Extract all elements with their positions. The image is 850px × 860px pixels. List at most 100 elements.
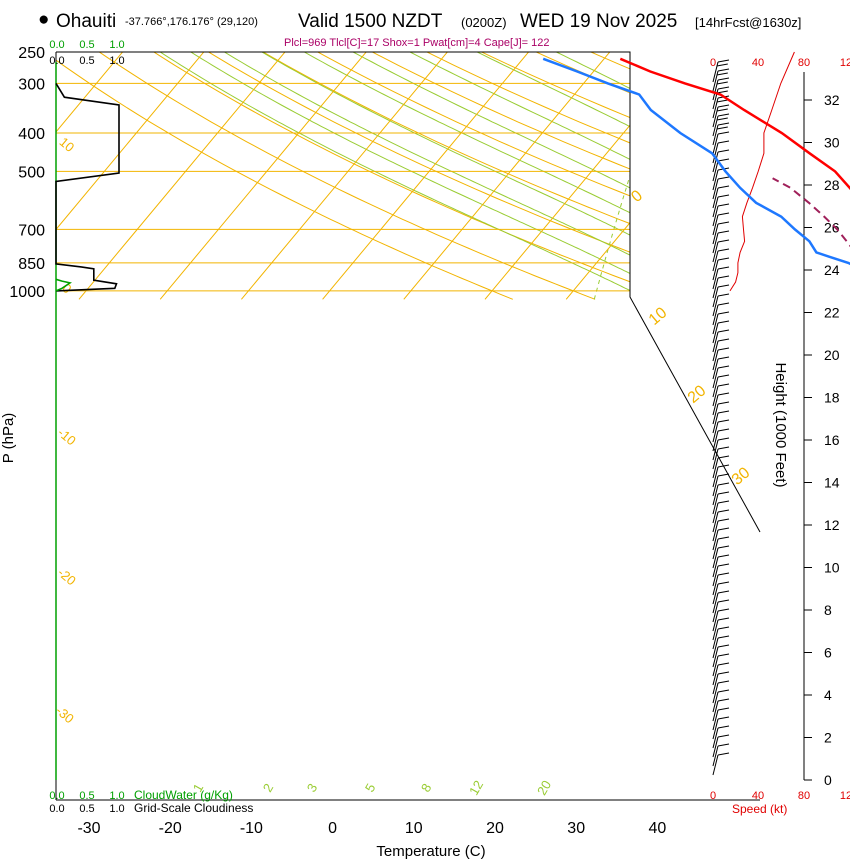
wind-barb — [712, 608, 730, 632]
dry-adiabat-line — [628, 52, 760, 300]
height-tick-label: 20 — [824, 347, 840, 363]
speed-bottom-tick: 12 — [840, 790, 850, 802]
wind-barb-flag — [717, 104, 730, 108]
valid-time: Valid 1500 NZDT — [298, 11, 443, 32]
wind-barb-flag — [717, 149, 730, 153]
wind-barb-staff — [712, 133, 719, 155]
wind-barb-flag — [717, 428, 730, 432]
wind-barb-flag — [717, 77, 730, 81]
wind-barb-flag — [716, 108, 728, 112]
wind-barb — [712, 518, 730, 542]
wind-barb-flag — [717, 356, 730, 360]
wind-barb-flag — [717, 437, 730, 441]
wind-barb-staff — [712, 196, 719, 218]
temperature-tick-label: 10 — [405, 820, 423, 837]
pressure-tick-label: 1000 — [9, 284, 45, 301]
height-axis-title: Height (1000 Feet) — [772, 362, 789, 487]
moist-adiabat-line — [462, 52, 760, 300]
dry-adiabat-line — [56, 52, 513, 300]
cloudwater-tick-label: 0.5 — [79, 39, 94, 51]
wind-barb — [712, 266, 730, 290]
wind-barb-flag — [717, 113, 730, 117]
location-title: Ohauiti — [56, 11, 117, 32]
wind-barb — [712, 590, 730, 614]
wind-barb-flag — [717, 680, 730, 684]
wind-barb-flag — [717, 644, 730, 648]
mixing-ratio-label: 20 — [534, 778, 554, 798]
isotherm-line — [322, 52, 535, 300]
mixing-ratio-line — [765, 171, 789, 299]
wind-barb-staff — [712, 457, 719, 479]
pressure-tick-label: 300 — [18, 76, 45, 93]
wind-barb-flag — [717, 464, 730, 468]
x-axis-title: Temperature (C) — [376, 843, 485, 860]
dry-adiabat-label: 10 — [57, 134, 78, 155]
wind-barb-staff — [712, 115, 719, 137]
wind-barb-staff — [712, 466, 719, 488]
wind-barb-flag — [716, 72, 728, 76]
speed-label: Speed (kt) — [732, 802, 787, 816]
cloudiness-profile — [55, 82, 120, 292]
wind-barb-staff — [712, 502, 719, 524]
temperature-tick-label: -10 — [240, 820, 263, 837]
wind-barb — [712, 347, 730, 371]
pressure-tick-label: 500 — [18, 164, 45, 181]
wind-barb-staff — [712, 322, 719, 344]
wind-barb — [712, 437, 730, 461]
wind-barb — [712, 104, 730, 128]
cloudwater-bottom-tick: 0.5 — [79, 790, 94, 802]
wind-barb-staff — [712, 430, 719, 452]
temperature-tick-label: 0 — [328, 820, 337, 837]
wind-barb-staff — [712, 367, 719, 389]
wind-barb-flag — [717, 329, 730, 333]
wind-barb-staff — [712, 448, 719, 470]
wind-barb-flag — [717, 482, 730, 486]
isotherm-label: 0 — [628, 187, 646, 206]
plot-frame — [55, 51, 761, 800]
dry-adiabat-line — [250, 52, 760, 300]
wind-barb — [712, 698, 730, 722]
wind-barb — [712, 545, 730, 569]
wind-barb-staff — [712, 412, 719, 434]
wind-barb-staff — [712, 124, 719, 146]
wind-barb-staff — [712, 304, 719, 326]
wind-barb — [712, 122, 730, 146]
wind-barb — [712, 482, 730, 506]
temperature-tick-label: 30 — [567, 820, 585, 837]
cloudiness-bottom-tick: 0.0 — [49, 803, 64, 815]
wind-barb — [712, 743, 730, 767]
wind-barb-flag — [717, 491, 730, 495]
height-tick-label: 18 — [824, 390, 840, 406]
wind-barb-staff — [712, 70, 719, 92]
moist-adiabat-line — [632, 52, 760, 300]
mixing-ratio-line — [593, 171, 632, 300]
wind-barb-staff — [712, 601, 719, 623]
wind-barb-flag — [717, 554, 730, 558]
mixing-ratio-label: 3 — [304, 781, 321, 795]
cloudwater-bottom-tick: 0.0 — [49, 790, 64, 802]
wind-barb — [712, 734, 730, 758]
wind-barb-flag — [717, 86, 730, 90]
wind-barb-flag — [716, 126, 728, 130]
wind-barb-staff — [712, 583, 719, 605]
wind-barb-staff — [712, 142, 719, 164]
wind-barb — [712, 113, 730, 137]
pressure-tick-label: 250 — [18, 45, 45, 62]
wind-barb — [712, 509, 730, 533]
height-tick-label: 26 — [824, 220, 840, 236]
wind-barb-staff — [712, 610, 719, 632]
wind-barb — [712, 284, 730, 308]
isotherm-line — [241, 52, 454, 300]
wind-barb — [712, 563, 730, 587]
cloudiness-tick-label: 0.5 — [79, 55, 94, 67]
wind-barb-flag — [717, 131, 730, 135]
height-tick-label: 6 — [824, 645, 832, 661]
wind-barb-staff — [712, 385, 719, 407]
wind-barb-staff — [712, 160, 719, 182]
wind-barb — [712, 455, 730, 479]
wind-barb-staff — [712, 619, 719, 641]
cloudiness-bottom-tick: 1.0 — [109, 803, 124, 815]
wind-barb — [712, 356, 730, 380]
